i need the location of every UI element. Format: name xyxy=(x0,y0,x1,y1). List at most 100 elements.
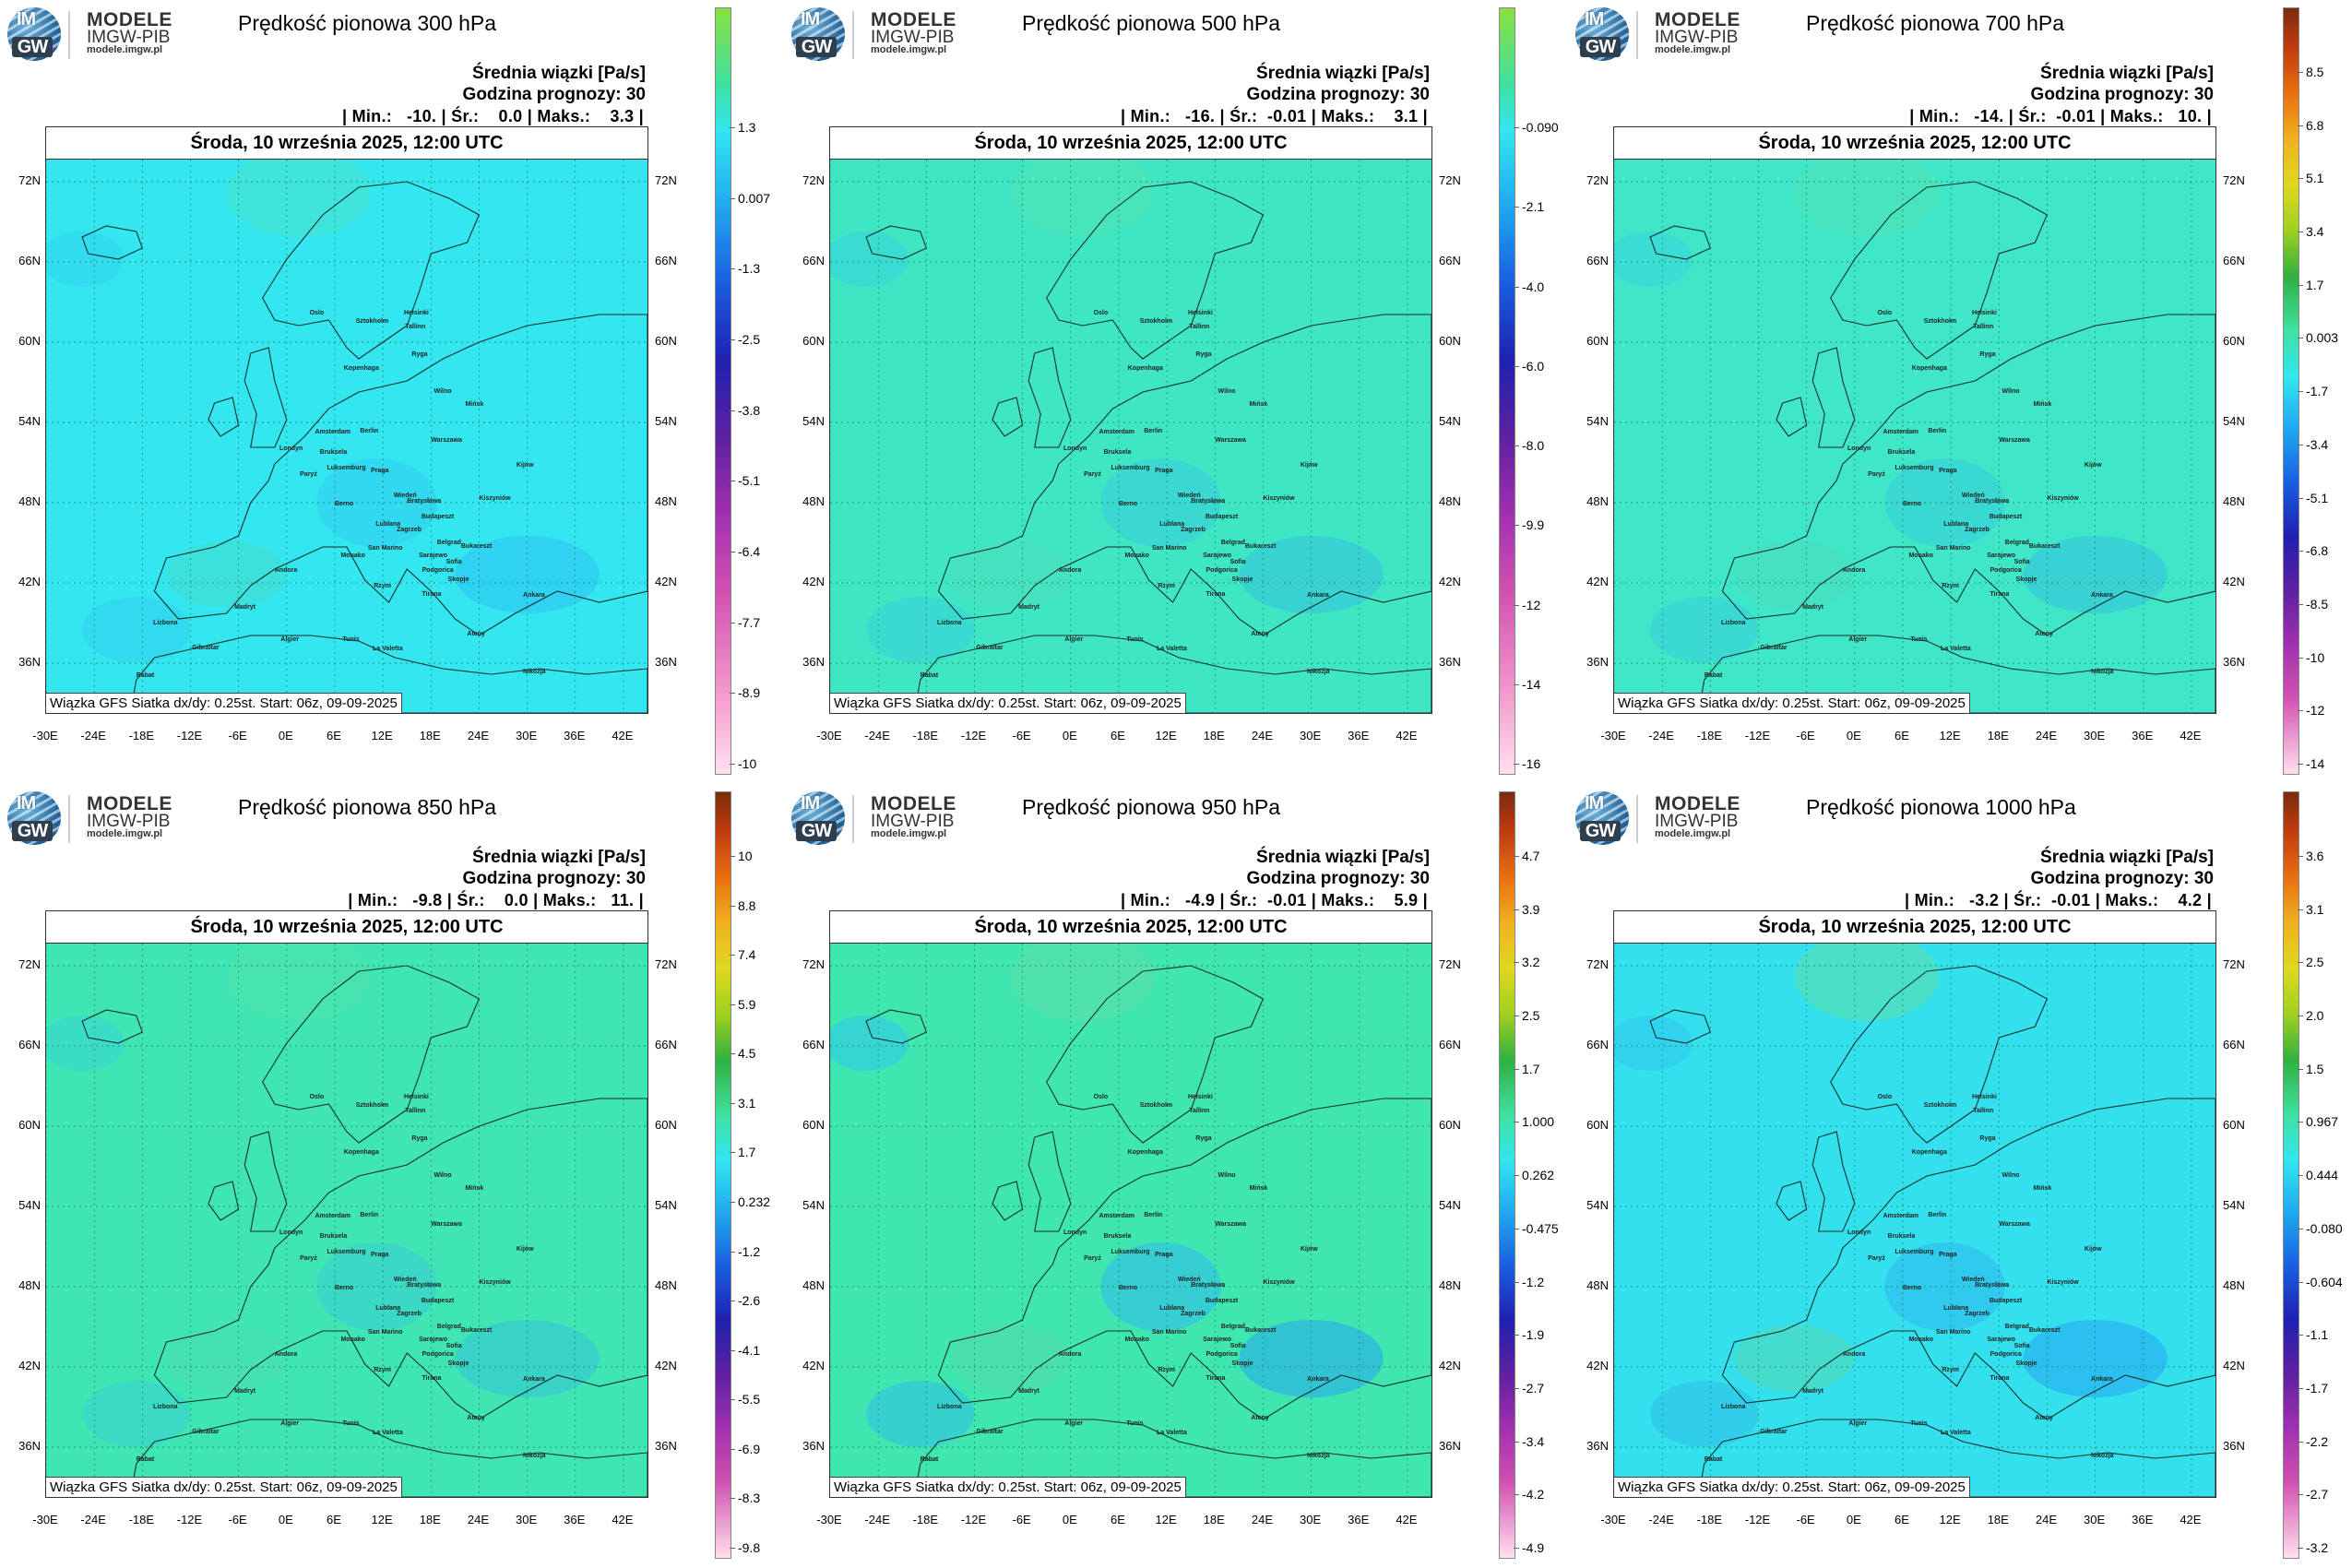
coastline xyxy=(153,1098,647,1420)
lat-label-right: 66N xyxy=(2223,254,2245,267)
city-label: Tunis xyxy=(1126,636,1143,643)
lat-label-right: 36N xyxy=(2223,1439,2245,1453)
city-label: Skopje xyxy=(448,1360,469,1367)
lon-label: 36E xyxy=(564,1513,586,1526)
lat-label-right: 66N xyxy=(2223,1038,2245,1051)
city-label: Sofia xyxy=(446,559,462,565)
city-label: Rzym xyxy=(1942,1367,1959,1373)
colorbar-tick-label: 2.0 xyxy=(2297,1008,2324,1024)
lon-label: 18E xyxy=(1987,1513,2009,1526)
lon-label: 18E xyxy=(1203,1513,1225,1526)
lon-label: 36E xyxy=(1348,729,1370,742)
imgw-logo: IM GW MODELE IMGW-PIB modele.imgw.pl xyxy=(1575,7,1741,63)
city-label: Madryt xyxy=(1018,1388,1040,1395)
city-label: Monako xyxy=(1908,552,1932,559)
city-label: Berlin xyxy=(1144,428,1162,434)
colorbar-tick-label: 2.5 xyxy=(1513,1008,1540,1024)
lon-label: -18E xyxy=(128,729,155,742)
city-label: Ryga xyxy=(411,351,427,358)
lon-label: 24E xyxy=(467,729,489,742)
coastline xyxy=(129,635,647,713)
lat-label-left: 72N xyxy=(18,957,41,971)
city-label: Budapeszt xyxy=(1206,1298,1239,1304)
city-label: Bratysława xyxy=(1191,1282,1225,1289)
city-label: Monako xyxy=(1124,1336,1148,1343)
info-units: Średnia wiązki [Pa/s] xyxy=(2040,848,2214,867)
lat-label-right: 60N xyxy=(2223,1118,2245,1132)
coastline xyxy=(244,1131,288,1232)
colorbar-tick-label: 4.5 xyxy=(729,1046,756,1062)
city-label: Zagrzeb xyxy=(397,1311,422,1317)
coastline xyxy=(1028,1131,1072,1232)
lat-label-right: 36N xyxy=(2223,655,2245,669)
lat-label-left: 66N xyxy=(802,1038,825,1051)
coastline xyxy=(1830,181,2049,360)
city-label: Kiszyniów xyxy=(1263,1279,1295,1286)
lon-label: -6E xyxy=(1012,729,1031,742)
date-band: Środa, 10 września 2025, 12:00 UTC xyxy=(1614,127,2215,160)
map-svg: Oslo Sztokholm Helsinki Tallinn Ryga Kopenhag… xyxy=(830,160,1431,713)
colorbar-tick-label: 1.5 xyxy=(2297,1061,2324,1076)
lat-label-right: 48N xyxy=(655,1278,677,1292)
colorbar-tick-label: -6.0 xyxy=(1513,358,1545,374)
colorbar-tick-label: 10 xyxy=(730,849,753,863)
city-label: Monako xyxy=(340,552,364,559)
colorbar xyxy=(2283,791,2299,1559)
city-label: Bratysława xyxy=(407,1282,441,1289)
city-label: Algier xyxy=(1848,1420,1867,1427)
logo-emblem-icon: IM GW xyxy=(7,7,61,61)
coastline xyxy=(1046,965,1265,1144)
city-label: Bruksela xyxy=(320,449,348,456)
city-label: Gibraltar xyxy=(976,1429,1003,1435)
city-label: Warszawa xyxy=(431,437,462,444)
colorbar-tick-label: -8.9 xyxy=(729,685,761,701)
city-label: Kopenhaga xyxy=(1128,1149,1163,1156)
city-label: Praga xyxy=(371,468,389,474)
city-label: Gibraltar xyxy=(192,645,219,651)
city-label: Belgrad xyxy=(1221,540,1245,546)
field-patch xyxy=(1100,458,1221,547)
field-patch xyxy=(1100,1242,1221,1331)
city-label: Rabat xyxy=(137,1456,155,1463)
colorbar-tick-label: 3.1 xyxy=(2297,901,2324,917)
lat-label-left: 48N xyxy=(1586,494,1609,508)
coastline xyxy=(1697,1419,2215,1497)
map-background xyxy=(1614,160,2215,713)
lon-label: 36E xyxy=(1348,1513,1370,1526)
city-label: Amsterdam xyxy=(1099,429,1134,435)
city-label: Zagrzeb xyxy=(1965,1311,1990,1317)
lat-label-right: 72N xyxy=(655,957,677,971)
city-label: Algier xyxy=(1064,636,1083,643)
lat-label-left: 42N xyxy=(1586,575,1609,588)
city-label: Ateny xyxy=(1251,631,1269,637)
lat-label-right: 48N xyxy=(2223,494,2245,508)
lon-label: 42E xyxy=(612,1513,634,1526)
lat-label-right: 48N xyxy=(1439,494,1461,508)
city-label: Tallinn xyxy=(405,324,425,330)
lon-label: -24E xyxy=(864,1513,890,1526)
field-patch xyxy=(1734,1325,1855,1392)
source-info: Wiązka GFS Siatka dx/dy: 0.25st. Start: … xyxy=(830,1477,1186,1497)
coastline xyxy=(244,347,288,448)
coastline xyxy=(1697,635,2215,713)
colorbar-tick-label: -4.2 xyxy=(1513,1487,1545,1503)
field-patch xyxy=(166,541,287,608)
city-label: Warszawa xyxy=(1999,1221,2030,1228)
colorbar-tick-label: -6.8 xyxy=(2297,543,2329,559)
lat-label-left: 48N xyxy=(18,494,41,508)
colorbar-tick-label: -1.2 xyxy=(1513,1274,1545,1289)
lon-label: 18E xyxy=(1987,729,2009,742)
city-label: Sarajewo xyxy=(1203,552,1231,559)
city-label: Belgrad xyxy=(437,1324,461,1330)
city-label: Sofia xyxy=(1230,559,1246,565)
lat-label-right: 42N xyxy=(1439,575,1461,588)
lat-label-left: 36N xyxy=(1586,1439,1609,1453)
lon-label: 42E xyxy=(2180,1513,2202,1526)
colorbar xyxy=(715,7,731,775)
stats-line: | Min.: -3.2 | Śr.: -0.01 | Maks.: 4.2 | xyxy=(1904,891,2212,909)
city-label: Kijów xyxy=(2085,1246,2102,1253)
info-forecast-hour: Godzina prognozy: 30 xyxy=(1246,85,1430,104)
info-block: Średnia wiązki [Pa/s] Godzina prognozy: … xyxy=(2031,847,2214,889)
city-label: Ryga xyxy=(1979,1135,1995,1142)
info-forecast-hour: Godzina prognozy: 30 xyxy=(2030,85,2214,104)
